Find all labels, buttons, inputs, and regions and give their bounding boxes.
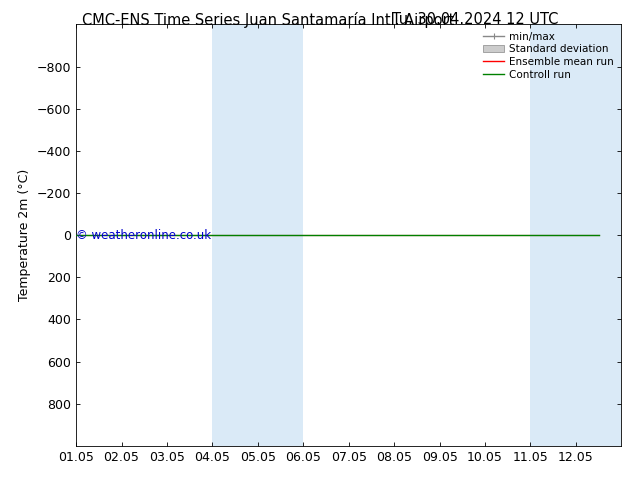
Bar bbox=[531, 24, 576, 446]
Bar bbox=[576, 24, 621, 446]
Legend: min/max, Standard deviation, Ensemble mean run, Controll run: min/max, Standard deviation, Ensemble me… bbox=[481, 30, 616, 82]
Bar bbox=[212, 24, 258, 446]
Y-axis label: Temperature 2m (°C): Temperature 2m (°C) bbox=[18, 169, 31, 301]
Text: Tu. 30.04.2024 12 UTC: Tu. 30.04.2024 12 UTC bbox=[392, 12, 558, 27]
Bar bbox=[258, 24, 303, 446]
Text: © weatheronline.co.uk: © weatheronline.co.uk bbox=[76, 229, 211, 242]
Text: CMC-ENS Time Series Juan Santamaría Intl. Airport: CMC-ENS Time Series Juan Santamaría Intl… bbox=[82, 12, 455, 28]
